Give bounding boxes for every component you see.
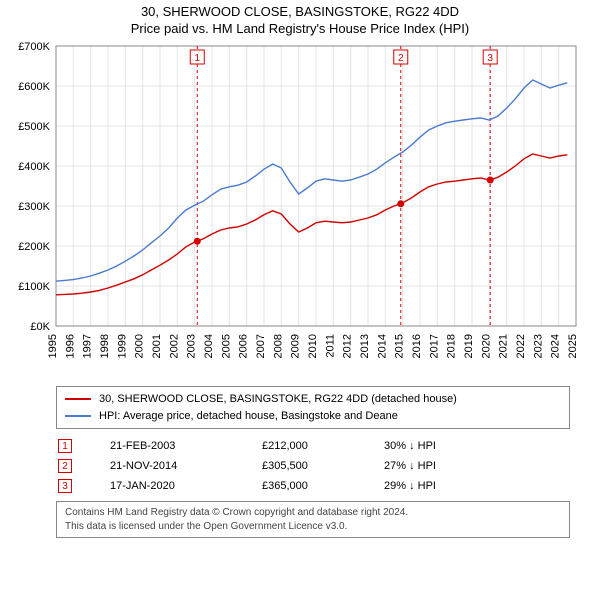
- y-tick-label: £200K: [18, 241, 50, 253]
- x-tick-label: 2015: [394, 334, 406, 358]
- x-tick-label: 2002: [168, 334, 180, 358]
- x-tick-label: 2021: [498, 334, 510, 358]
- x-tick-label: 2019: [463, 334, 475, 358]
- title-address: 30, SHERWOOD CLOSE, BASINGSTOKE, RG22 4D…: [0, 4, 600, 19]
- marker-pct: 30% ↓ HPI: [384, 437, 494, 455]
- y-tick-label: £0K: [30, 321, 50, 333]
- marker-pct: 27% ↓ HPI: [384, 457, 494, 475]
- x-tick-label: 2010: [307, 334, 319, 358]
- x-tick-label: 1997: [82, 334, 94, 358]
- marker-pct: 29% ↓ HPI: [384, 477, 494, 495]
- y-tick-label: £500K: [18, 121, 50, 133]
- footer-line2: This data is licensed under the Open Gov…: [65, 520, 561, 534]
- x-tick-label: 2004: [203, 334, 215, 358]
- x-tick-label: 2005: [220, 334, 232, 358]
- marker-price: £305,500: [262, 457, 382, 475]
- y-tick-label: £700K: [18, 41, 50, 53]
- legend-item-property: 30, SHERWOOD CLOSE, BASINGSTOKE, RG22 4D…: [65, 391, 561, 408]
- x-tick-label: 2007: [255, 334, 267, 358]
- markers-table: 1 21-FEB-2003£212,00030% ↓ HPI 2 21-NOV-201…: [56, 435, 496, 497]
- marker-row: 1 21-FEB-2003£212,00030% ↓ HPI: [58, 437, 494, 455]
- marker-row: 2 21-NOV-2014£305,50027% ↓ HPI: [58, 457, 494, 475]
- marker-date: 21-FEB-2003: [110, 437, 260, 455]
- x-tick-label: 2014: [376, 334, 388, 358]
- title-subtitle: Price paid vs. HM Land Registry's House …: [0, 21, 600, 36]
- chart-marker-number: 3: [487, 53, 493, 64]
- x-tick-label: 2017: [428, 334, 440, 358]
- marker-number-box: 2: [58, 459, 72, 473]
- title-block: 30, SHERWOOD CLOSE, BASINGSTOKE, RG22 4D…: [0, 0, 600, 38]
- marker-price: £365,000: [262, 477, 382, 495]
- x-tick-label: 2008: [272, 334, 284, 358]
- x-tick-label: 2009: [290, 334, 302, 358]
- y-tick-label: £600K: [18, 81, 50, 93]
- event-dot: [194, 238, 201, 245]
- y-tick-label: £100K: [18, 281, 50, 293]
- x-tick-label: 2025: [567, 334, 579, 358]
- x-tick-label: 2022: [515, 334, 527, 358]
- event-dot: [487, 177, 494, 184]
- marker-row: 3 17-JAN-2020£365,00029% ↓ HPI: [58, 477, 494, 495]
- x-tick-label: 2001: [151, 334, 163, 358]
- price-chart: £0K £100K £200K £300K £400K £500K £600K £700K 19…: [0, 38, 600, 378]
- x-tick-label: 1999: [116, 334, 128, 358]
- x-tick-label: 1995: [47, 334, 59, 358]
- marker-number-box: 3: [58, 479, 72, 493]
- x-tick-label: 2006: [238, 334, 250, 358]
- chart-container: £0K £100K £200K £300K £400K £500K £600K £700K 19…: [0, 38, 600, 378]
- x-tick-label: 2023: [532, 334, 544, 358]
- attribution-footer: Contains HM Land Registry data © Crown c…: [56, 501, 570, 538]
- footer-line1: Contains HM Land Registry data © Crown c…: [65, 506, 561, 520]
- legend-swatch: [65, 398, 91, 400]
- x-tick-label: 2011: [324, 334, 336, 358]
- x-tick-label: 2003: [186, 334, 198, 358]
- series-property: [56, 154, 567, 295]
- legend-swatch: [65, 415, 91, 417]
- marker-price: £212,000: [262, 437, 382, 455]
- legend-label: 30, SHERWOOD CLOSE, BASINGSTOKE, RG22 4D…: [99, 391, 457, 408]
- legend-item-hpi: HPI: Average price, detached house, Basi…: [65, 408, 561, 425]
- x-tick-label: 2000: [134, 334, 146, 358]
- marker-date: 17-JAN-2020: [110, 477, 260, 495]
- chart-marker-number: 1: [194, 53, 200, 64]
- x-tick-label: 2024: [550, 334, 562, 358]
- x-tick-label: 2013: [359, 334, 371, 358]
- marker-number-box: 1: [58, 439, 72, 453]
- legend-label: HPI: Average price, detached house, Basi…: [99, 408, 398, 425]
- event-dot: [397, 200, 404, 207]
- legend: 30, SHERWOOD CLOSE, BASINGSTOKE, RG22 4D…: [56, 386, 570, 429]
- x-tick-label: 2018: [446, 334, 458, 358]
- x-tick-label: 2012: [342, 334, 354, 358]
- y-tick-label: £300K: [18, 201, 50, 213]
- x-tick-label: 2020: [480, 334, 492, 358]
- x-tick-label: 1996: [64, 334, 76, 358]
- chart-marker-number: 2: [398, 53, 404, 64]
- y-tick-label: £400K: [18, 161, 50, 173]
- marker-date: 21-NOV-2014: [110, 457, 260, 475]
- x-tick-label: 1998: [99, 334, 111, 358]
- x-tick-label: 2016: [411, 334, 423, 358]
